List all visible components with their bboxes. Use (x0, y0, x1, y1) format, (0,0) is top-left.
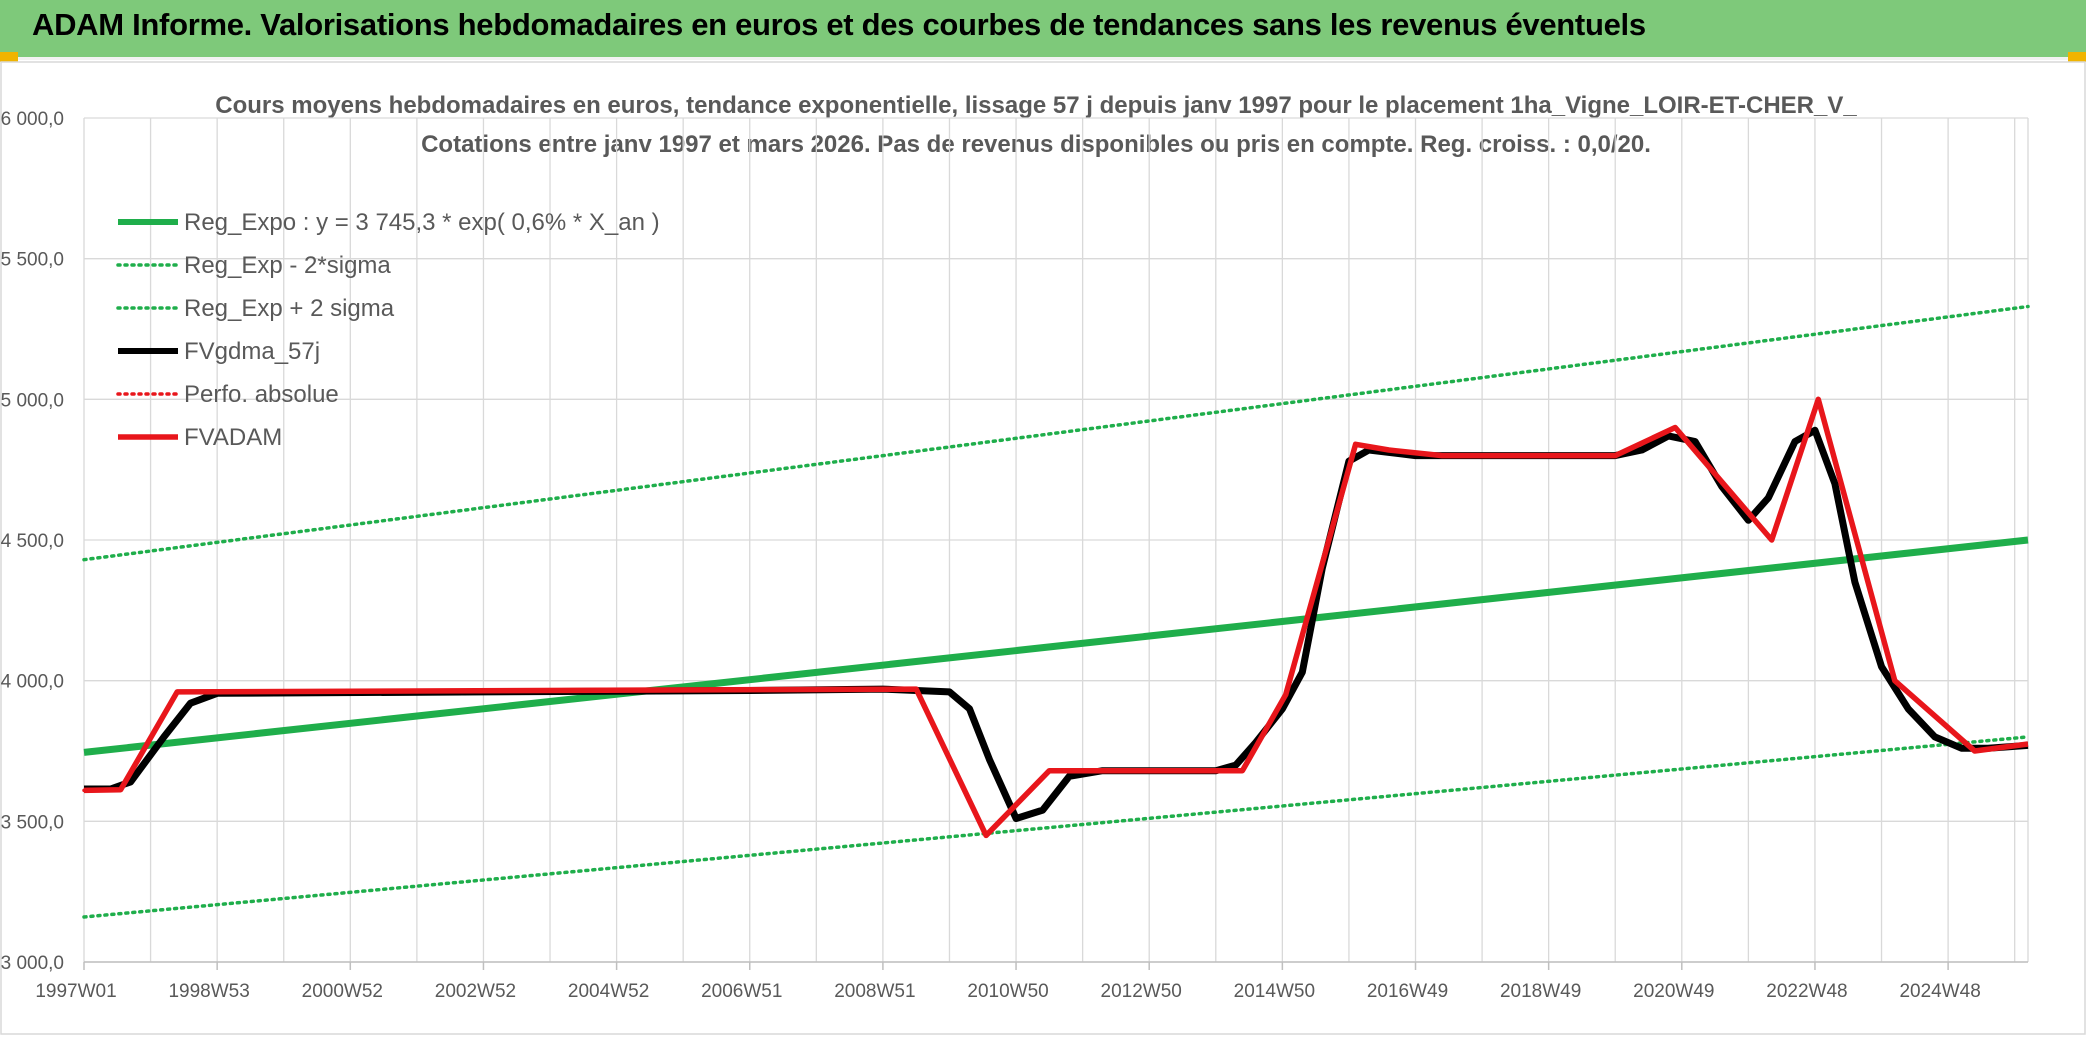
x-tick-label: 1997W01 (35, 981, 116, 1002)
chart-title-line-2: Cotations entre janv 1997 et mars 2026. … (421, 131, 1651, 158)
legend-label: Reg_Exp - 2*sigma (184, 252, 391, 279)
grid-layer (83, 117, 2029, 963)
x-tick-label: 2004W52 (568, 981, 649, 1002)
y-tick-label: 5 000,0 (1, 390, 64, 411)
series-line-reg-exp-2-sigma (82, 735, 2030, 919)
x-tick-label: 2018W49 (1500, 981, 1581, 1002)
y-tick-label: 4 500,0 (1, 531, 64, 552)
legend: Reg_Expo : y = 3 745,3 * exp( 0,6% * X_a… (116, 209, 660, 451)
legend-label: Reg_Exp + 2 sigma (184, 295, 395, 322)
y-tick-label: 4 000,0 (1, 672, 64, 693)
chart-frame (0, 61, 2086, 1035)
series-line-reg-exp-2-sigma (82, 304, 2030, 562)
header-banner: ADAM Informe. Valorisations hebdomadaire… (0, 0, 2086, 60)
legend-label: Perfo. absolue (184, 381, 339, 408)
axis-layer: 3 000,0 3 500,0 4 000,0 4 500,0 5 000,0 5 500… (1, 109, 2028, 1002)
series-line-fvadam (83, 396, 2029, 839)
x-tick-label: 2024W48 (1899, 981, 1980, 1002)
x-tick-label: 2010W50 (967, 981, 1048, 1002)
x-tick-label: 2020W49 (1633, 981, 1714, 1002)
corner-mark-right (2068, 52, 2086, 62)
x-tick-label: 2016W49 (1367, 981, 1448, 1002)
legend-label: FVADAM (184, 424, 282, 451)
y-tick-label: 3 500,0 (1, 812, 64, 833)
series-line-reg-expo-y-3-745-3-exp-0-6-x-an (83, 536, 2029, 756)
page-title: ADAM Informe. Valorisations hebdomadaire… (32, 7, 1646, 42)
x-tick-label: 2000W52 (302, 981, 383, 1002)
y-tick-label: 5 500,0 (1, 250, 64, 271)
x-tick-label: 2008W51 (834, 981, 915, 1002)
series-layer (82, 304, 2030, 919)
y-tick-label: 3 000,0 (1, 953, 64, 974)
x-tick-label: 2022W48 (1766, 981, 1847, 1002)
corner-mark-left (0, 52, 18, 62)
x-tick-label: 1998W53 (168, 981, 249, 1002)
x-tick-label: 2006W51 (701, 981, 782, 1002)
chart-title-line-1: Cours moyens hebdomadaires en euros, ten… (215, 92, 1857, 119)
legend-label: FVgdma_57j (184, 338, 320, 365)
x-tick-label: 2002W52 (435, 981, 516, 1002)
series-line-fvgdma-57j (84, 426, 2029, 822)
y-tick-label: 6 000,0 (1, 109, 64, 130)
legend-label: Reg_Expo : y = 3 745,3 * exp( 0,6% * X_a… (184, 209, 660, 236)
x-tick-label: 2014W50 (1234, 981, 1315, 1002)
x-tick-label: 2012W50 (1101, 981, 1182, 1002)
